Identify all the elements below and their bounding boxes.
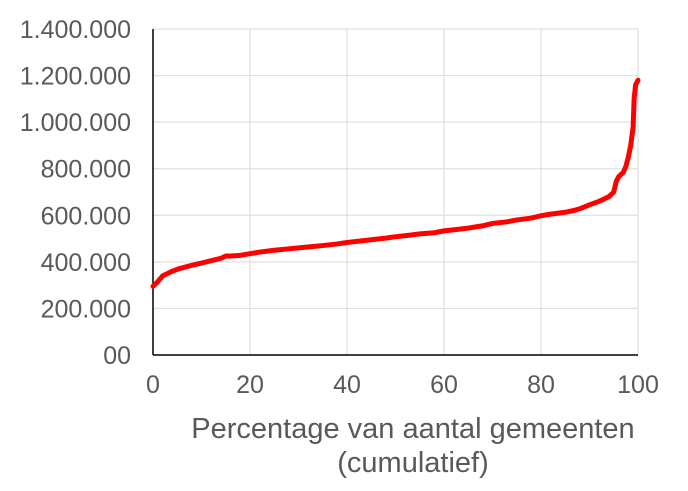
y-tick-label: 400.000 bbox=[41, 249, 131, 277]
y-tick-label: 1.200.000 bbox=[20, 63, 131, 91]
y-tick-label: 1.000.000 bbox=[20, 109, 131, 137]
x-axis-title: (cumulatief) bbox=[337, 447, 489, 479]
x-tick-label: 40 bbox=[333, 371, 361, 399]
label-layer: 00 200.000 400.000 600.000 800.000 1.000.000 1… bbox=[20, 16, 659, 479]
x-tick-label: 20 bbox=[236, 371, 264, 399]
x-tick-label: 0 bbox=[146, 371, 160, 399]
y-tick-label: 800.000 bbox=[41, 156, 131, 184]
y-tick-label: 1.400.000 bbox=[20, 16, 131, 44]
x-tick-label: 100 bbox=[617, 371, 659, 399]
x-axis-title: Percentage van aantal gemeenten bbox=[191, 413, 634, 445]
x-tick-label: 60 bbox=[430, 371, 458, 399]
axis-layer bbox=[152, 29, 638, 356]
y-tick-label: 00 bbox=[103, 342, 131, 370]
grid-layer bbox=[153, 28, 639, 355]
y-tick-label: 600.000 bbox=[41, 202, 131, 230]
x-tick-label: 80 bbox=[527, 371, 555, 399]
series-layer bbox=[150, 77, 641, 289]
series-line bbox=[150, 77, 641, 289]
y-tick-label: 200.000 bbox=[41, 295, 131, 323]
